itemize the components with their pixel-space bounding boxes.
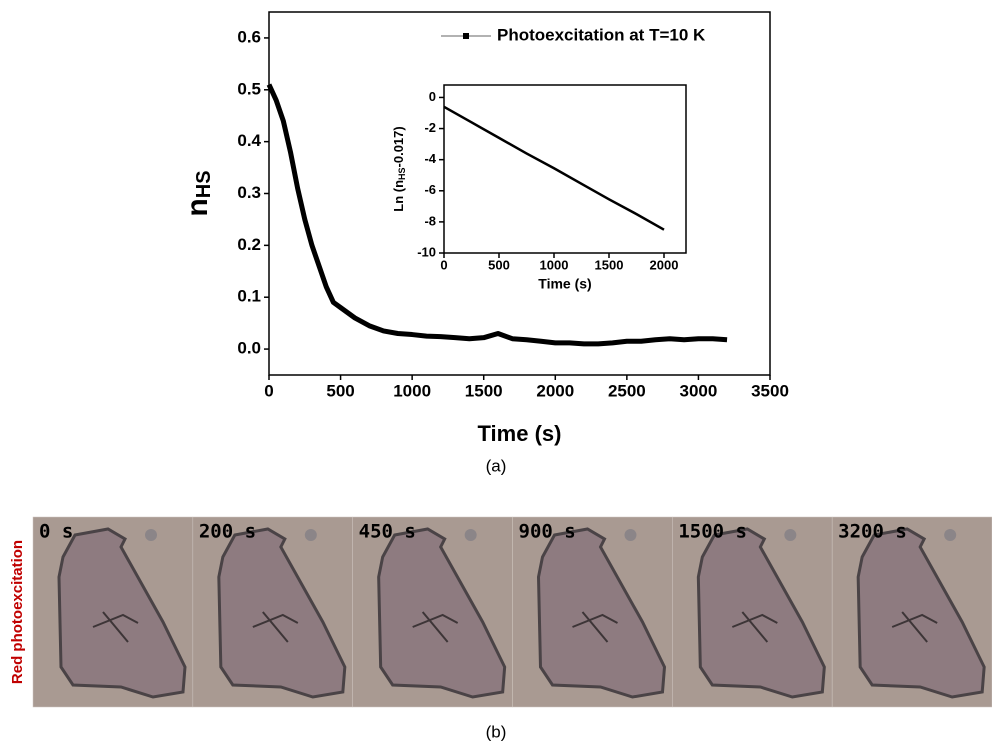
x-tick-label: 500	[488, 257, 510, 272]
data-line	[266, 83, 728, 347]
x-tick-label: 1500	[595, 257, 624, 272]
y-tick-label: 0.6	[237, 27, 261, 46]
x-tick-label: 0	[440, 257, 447, 272]
y-tick-label: -6	[424, 182, 436, 197]
x-tick-label: 2000	[650, 257, 679, 272]
data-line	[443, 105, 665, 231]
y-tick-label: -8	[424, 213, 436, 228]
y-axis-label: nHS	[181, 170, 215, 216]
dust	[145, 529, 157, 541]
x-tick-label: 1000	[393, 381, 431, 400]
legend-label: Photoexcitation at T=10 K	[497, 25, 706, 44]
x-tick-label: 500	[326, 381, 354, 400]
frame-label: 0 s	[39, 521, 73, 543]
dust	[624, 529, 637, 541]
y-axis-label-part: n	[181, 198, 214, 216]
plot-frame	[268, 11, 771, 376]
x-axis-label: Time (s)	[478, 421, 562, 446]
frame-label: 1500 s	[678, 521, 747, 543]
y-tick-label: 0.1	[237, 287, 261, 306]
frame-label: 900 s	[519, 521, 576, 543]
y-tick-label: 0	[429, 89, 436, 104]
crystal-crack	[572, 611, 618, 643]
crystal-crack	[412, 611, 459, 643]
crystal-crack	[731, 611, 778, 643]
dust	[944, 529, 957, 541]
dust	[784, 529, 797, 541]
y-axis-label-part: HS	[193, 170, 215, 198]
y-tick-label: -4	[424, 151, 436, 166]
y-tick-label: 0.4	[237, 131, 261, 150]
x-axis-label: Time (s)	[538, 276, 591, 292]
x-tick-label: 2000	[536, 381, 574, 400]
x-tick-label: 3000	[680, 381, 718, 400]
y-tick-label: 0.5	[237, 79, 261, 98]
y-axis-label-part: HS	[397, 167, 407, 180]
y-axis-label-part: Ln (n	[391, 180, 406, 212]
y-tick-label: 0.3	[237, 183, 261, 202]
caption: (b)	[486, 722, 507, 741]
plot-frame	[443, 84, 687, 254]
x-tick-label: 2500	[608, 381, 646, 400]
crystal	[57, 527, 187, 699]
x-tick-label: 0	[264, 381, 273, 400]
crystal	[377, 527, 507, 699]
crystal	[856, 527, 986, 699]
x-tick-label: 1500	[465, 381, 503, 400]
crystal-crack	[252, 611, 299, 643]
strip-side-label: Red photoexcitation	[9, 540, 26, 684]
crystal-crack	[92, 611, 139, 643]
legend-marker	[463, 33, 469, 39]
crystal	[536, 527, 667, 699]
dust	[304, 529, 317, 541]
crystal	[217, 527, 347, 699]
crystal-crack	[891, 611, 938, 643]
caption: (a)	[486, 456, 507, 475]
y-tick-label: -2	[424, 120, 436, 135]
y-tick-label: -10	[417, 244, 436, 259]
y-axis-label: Ln (nHS-0.017)	[391, 126, 407, 211]
frame-label: 200 s	[199, 521, 256, 543]
dust	[464, 529, 477, 541]
y-axis-label-part: -0.017)	[391, 126, 406, 167]
y-tick-label: 0.2	[237, 235, 261, 254]
x-tick-label: 3500	[751, 381, 789, 400]
frame-label: 450 s	[359, 521, 416, 543]
crystal	[696, 527, 826, 699]
y-tick-label: 0.0	[237, 339, 261, 358]
x-tick-label: 1000	[540, 257, 569, 272]
frame-label: 3200 s	[838, 521, 907, 543]
